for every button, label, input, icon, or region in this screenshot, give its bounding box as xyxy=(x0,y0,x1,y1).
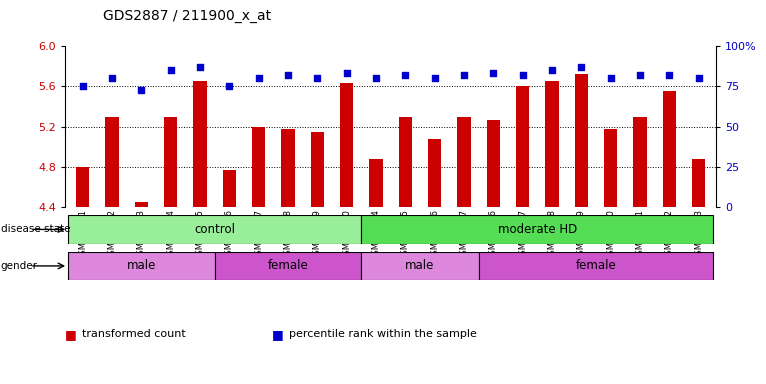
Text: disease state: disease state xyxy=(1,224,70,235)
Bar xyxy=(106,117,119,207)
Text: female: female xyxy=(267,260,309,272)
Bar xyxy=(340,83,353,207)
Point xyxy=(311,75,323,81)
Bar xyxy=(135,202,148,207)
Bar xyxy=(692,159,705,207)
Bar xyxy=(68,215,362,244)
Point xyxy=(341,70,353,76)
Bar xyxy=(194,81,207,207)
Point xyxy=(428,75,440,81)
Bar xyxy=(311,132,324,207)
Point xyxy=(253,75,265,81)
Bar xyxy=(545,81,558,207)
Text: ■: ■ xyxy=(272,328,283,341)
Point xyxy=(77,83,89,89)
Point xyxy=(575,64,588,70)
Text: male: male xyxy=(126,260,156,272)
Text: ■: ■ xyxy=(65,328,77,341)
Bar xyxy=(76,167,90,207)
Point xyxy=(223,83,235,89)
Point xyxy=(633,72,646,78)
Point xyxy=(663,72,676,78)
Point xyxy=(106,75,118,81)
Text: moderate HD: moderate HD xyxy=(498,223,577,236)
Text: gender: gender xyxy=(1,261,38,271)
Bar xyxy=(362,252,479,280)
Bar xyxy=(399,117,412,207)
Bar xyxy=(214,252,362,280)
Point xyxy=(487,70,499,76)
Point xyxy=(136,86,148,93)
Point xyxy=(282,72,294,78)
Bar xyxy=(457,117,470,207)
Text: control: control xyxy=(195,223,235,236)
Bar xyxy=(663,91,676,207)
Bar xyxy=(633,117,647,207)
Bar xyxy=(486,120,500,207)
Bar xyxy=(516,86,529,207)
Bar xyxy=(223,170,236,207)
Text: GDS2887 / 211900_x_at: GDS2887 / 211900_x_at xyxy=(103,9,271,23)
Bar xyxy=(369,159,382,207)
Bar xyxy=(68,252,214,280)
Point xyxy=(370,75,382,81)
Bar xyxy=(252,127,265,207)
Point xyxy=(194,64,206,70)
Point xyxy=(516,72,529,78)
Bar xyxy=(164,117,177,207)
Bar xyxy=(479,252,713,280)
Point xyxy=(458,72,470,78)
Text: percentile rank within the sample: percentile rank within the sample xyxy=(289,329,476,339)
Bar xyxy=(428,139,441,207)
Point xyxy=(165,67,177,73)
Bar xyxy=(604,129,617,207)
Point xyxy=(399,72,411,78)
Bar xyxy=(362,215,713,244)
Point xyxy=(692,75,705,81)
Text: transformed count: transformed count xyxy=(82,329,185,339)
Text: male: male xyxy=(405,260,434,272)
Bar xyxy=(281,129,295,207)
Bar xyxy=(574,74,588,207)
Point xyxy=(604,75,617,81)
Point xyxy=(546,67,558,73)
Text: female: female xyxy=(575,260,617,272)
